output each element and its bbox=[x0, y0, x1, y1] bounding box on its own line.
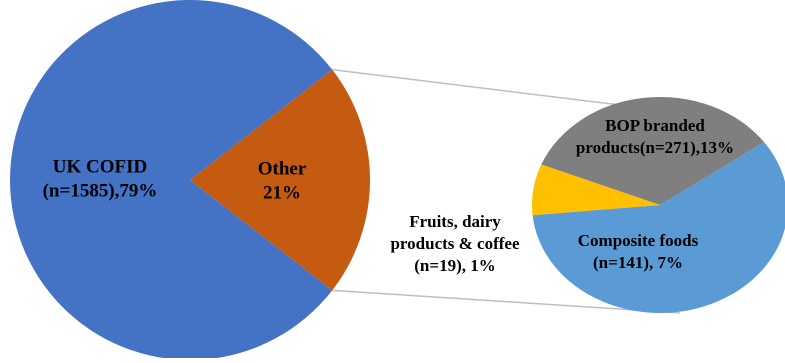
label-other: Other 21% bbox=[258, 158, 307, 203]
slice-other bbox=[190, 69, 371, 291]
slice-labels: UK COFID (n=1585),79% Other 21% BOP branded p… bbox=[43, 116, 734, 275]
label-fruits-dairy-coffee: Fruits, dairy products & coffee (n=19), 1% bbox=[390, 212, 519, 275]
label-composite-foods: Composite foods (n=141), 7% bbox=[578, 231, 699, 272]
slice-bop-branded bbox=[532, 142, 785, 313]
label-uk-cofid: UK COFID (n=1585),79% bbox=[43, 156, 158, 201]
slice-fruits-dairy-coffee bbox=[532, 164, 660, 216]
connector-line-bottom bbox=[332, 289, 681, 314]
slice-composite-foods bbox=[541, 97, 765, 205]
connector-line-top bbox=[332, 68, 621, 106]
connector-lines bbox=[332, 68, 681, 314]
secondary-pie bbox=[532, 97, 785, 313]
slice-uk-cofid bbox=[10, 0, 333, 360]
label-bop-branded: BOP branded products(n=271),13% bbox=[576, 116, 734, 157]
main-pie bbox=[10, 0, 371, 360]
